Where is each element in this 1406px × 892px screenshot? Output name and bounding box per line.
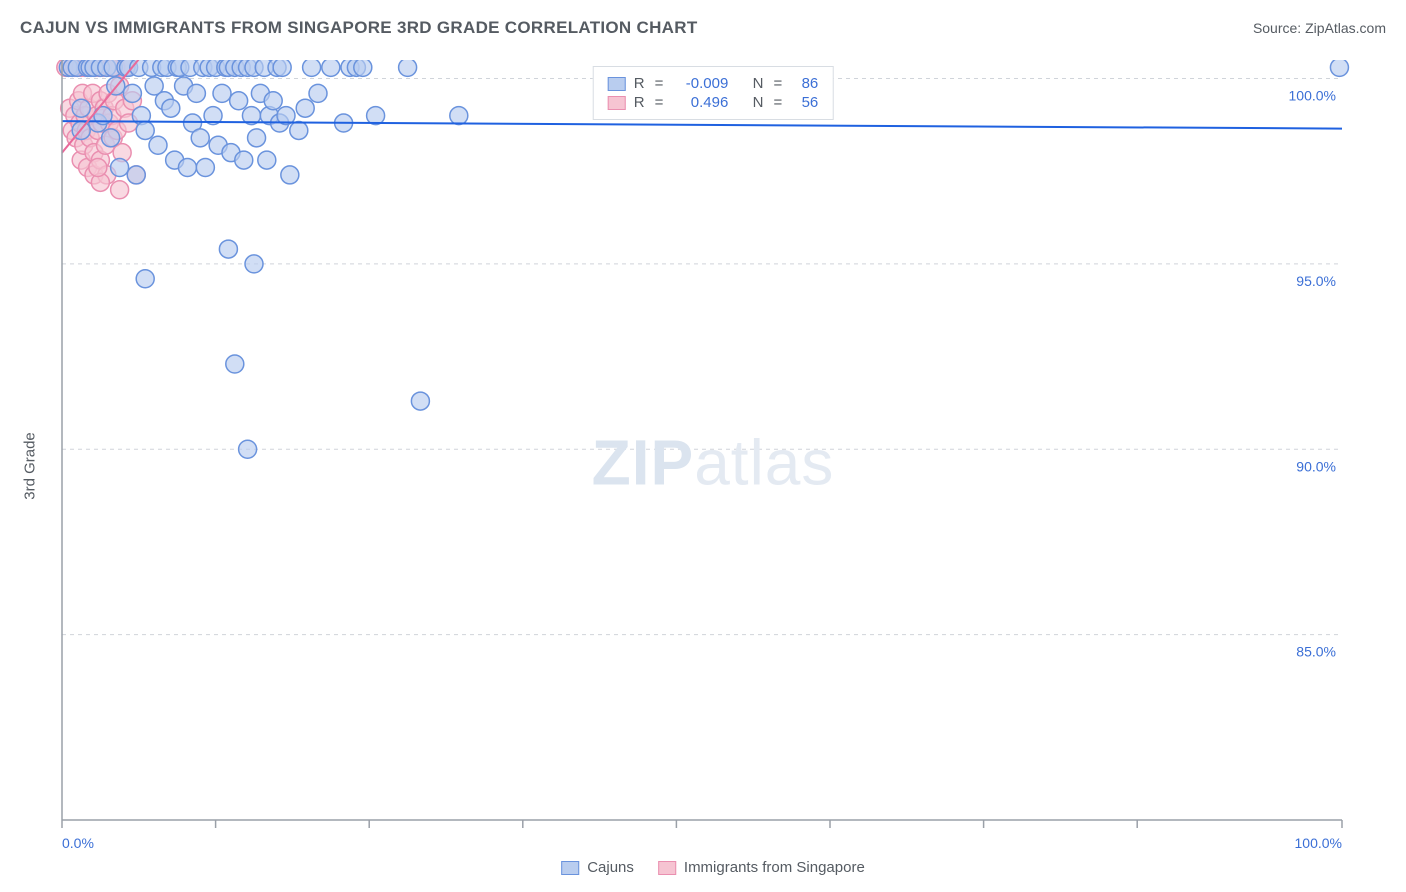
r-label: R — [634, 94, 645, 111]
source-label: Source: ZipAtlas.com — [1253, 20, 1386, 36]
equals-sign: = — [655, 94, 664, 111]
scatter-chart: 85.0% 90.0% 95.0% 100.0% 0.0% 100.0% — [40, 60, 1386, 872]
legend-stats-row: R = 0.496 N = 56 — [608, 94, 819, 111]
source-prefix: Source: — [1253, 20, 1305, 36]
n-value: 56 — [792, 94, 818, 111]
r-value: -0.009 — [673, 75, 728, 92]
svg-text:100.0%: 100.0% — [1295, 835, 1342, 851]
n-label: N — [753, 75, 764, 92]
legend-series-label: Cajuns — [587, 859, 634, 876]
legend-stats: R = -0.009 N = 86 R = 0.496 N = 56 — [593, 66, 834, 120]
n-label: N — [753, 94, 764, 111]
r-label: R — [634, 75, 645, 92]
equals-sign: = — [774, 75, 783, 92]
svg-text:90.0%: 90.0% — [1296, 458, 1336, 474]
chart-title: CAJUN VS IMMIGRANTS FROM SINGAPORE 3RD G… — [20, 18, 698, 38]
legend-series: Cajuns Immigrants from Singapore — [561, 859, 865, 876]
legend-series-item: Immigrants from Singapore — [658, 859, 865, 876]
header: CAJUN VS IMMIGRANTS FROM SINGAPORE 3RD G… — [0, 0, 1406, 46]
equals-sign: = — [774, 94, 783, 111]
svg-text:95.0%: 95.0% — [1296, 273, 1336, 289]
n-value: 86 — [792, 75, 818, 92]
svg-text:85.0%: 85.0% — [1296, 644, 1336, 660]
r-value: 0.496 — [673, 94, 728, 111]
legend-swatch — [561, 861, 579, 875]
svg-text:0.0%: 0.0% — [62, 835, 94, 851]
legend-stats-row: R = -0.009 N = 86 — [608, 75, 819, 92]
legend-swatch — [608, 96, 626, 110]
legend-series-item: Cajuns — [561, 859, 634, 876]
y-axis-label: 3rd Grade — [22, 432, 39, 500]
source-name: ZipAtlas.com — [1305, 20, 1386, 36]
svg-text:100.0%: 100.0% — [1289, 88, 1336, 104]
legend-series-label: Immigrants from Singapore — [684, 859, 865, 876]
chart-area: 3rd Grade 85.0%90.0%95.0%100.0%0.0%100.0… — [40, 60, 1386, 872]
legend-swatch — [608, 77, 626, 91]
equals-sign: = — [655, 75, 664, 92]
legend-swatch — [658, 861, 676, 875]
